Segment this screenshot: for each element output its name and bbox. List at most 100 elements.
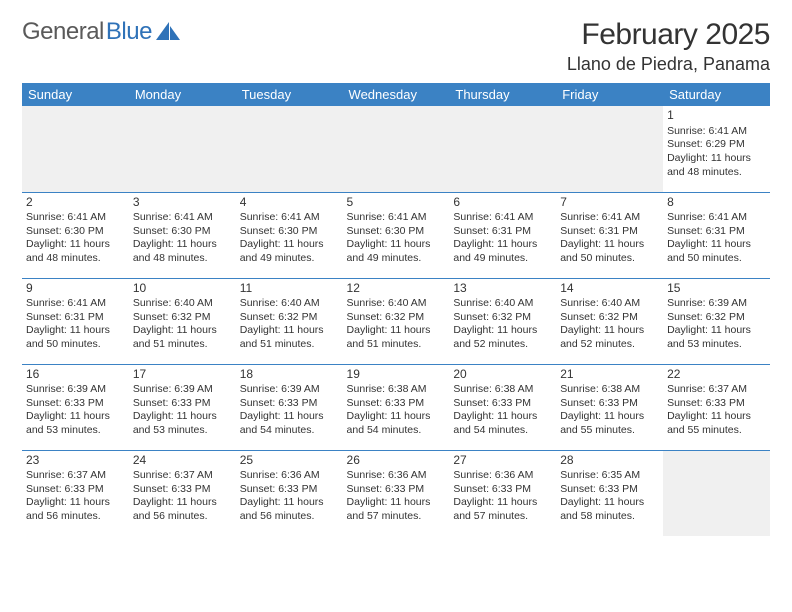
- day-number: 27: [453, 453, 552, 469]
- sunset-text: Sunset: 6:31 PM: [26, 311, 125, 325]
- sunset-text: Sunset: 6:33 PM: [26, 483, 125, 497]
- day-number: 20: [453, 367, 552, 383]
- daylight-text: Daylight: 11 hours and 49 minutes.: [240, 238, 339, 265]
- sunrise-text: Sunrise: 6:41 AM: [240, 211, 339, 225]
- daylight-text: Daylight: 11 hours and 50 minutes.: [560, 238, 659, 265]
- calendar-cell: [343, 106, 450, 192]
- day-number: 12: [347, 281, 446, 297]
- daylight-text: Daylight: 11 hours and 48 minutes.: [26, 238, 125, 265]
- calendar-cell: 27Sunrise: 6:36 AMSunset: 6:33 PMDayligh…: [449, 450, 556, 536]
- sunset-text: Sunset: 6:31 PM: [560, 225, 659, 239]
- calendar-cell: 23Sunrise: 6:37 AMSunset: 6:33 PMDayligh…: [22, 450, 129, 536]
- logo-word-general: General: [22, 18, 104, 46]
- sunset-text: Sunset: 6:33 PM: [453, 483, 552, 497]
- day-number: 17: [133, 367, 232, 383]
- calendar-row: 23Sunrise: 6:37 AMSunset: 6:33 PMDayligh…: [22, 450, 770, 536]
- title-block: February 2025 Llano de Piedra, Panama: [567, 18, 770, 75]
- day-number: 18: [240, 367, 339, 383]
- sunrise-text: Sunrise: 6:37 AM: [133, 469, 232, 483]
- calendar-cell: 17Sunrise: 6:39 AMSunset: 6:33 PMDayligh…: [129, 364, 236, 450]
- calendar-cell: 10Sunrise: 6:40 AMSunset: 6:32 PMDayligh…: [129, 278, 236, 364]
- weekday-header: Sunday: [22, 83, 129, 106]
- sunset-text: Sunset: 6:32 PM: [667, 311, 766, 325]
- sunrise-text: Sunrise: 6:40 AM: [240, 297, 339, 311]
- daylight-text: Daylight: 11 hours and 54 minutes.: [453, 410, 552, 437]
- sunset-text: Sunset: 6:31 PM: [667, 225, 766, 239]
- calendar-cell: 16Sunrise: 6:39 AMSunset: 6:33 PMDayligh…: [22, 364, 129, 450]
- sunrise-text: Sunrise: 6:36 AM: [453, 469, 552, 483]
- daylight-text: Daylight: 11 hours and 58 minutes.: [560, 496, 659, 523]
- daylight-text: Daylight: 11 hours and 57 minutes.: [453, 496, 552, 523]
- daylight-text: Daylight: 11 hours and 57 minutes.: [347, 496, 446, 523]
- day-number: 14: [560, 281, 659, 297]
- calendar-cell: 1Sunrise: 6:41 AMSunset: 6:29 PMDaylight…: [663, 106, 770, 192]
- calendar-cell: [556, 106, 663, 192]
- calendar-cell: 28Sunrise: 6:35 AMSunset: 6:33 PMDayligh…: [556, 450, 663, 536]
- sunrise-text: Sunrise: 6:38 AM: [347, 383, 446, 397]
- sunset-text: Sunset: 6:32 PM: [560, 311, 659, 325]
- day-number: 9: [26, 281, 125, 297]
- sunrise-text: Sunrise: 6:40 AM: [560, 297, 659, 311]
- calendar-cell: [449, 106, 556, 192]
- sunrise-text: Sunrise: 6:35 AM: [560, 469, 659, 483]
- day-number: 1: [667, 108, 766, 124]
- calendar-row: 2Sunrise: 6:41 AMSunset: 6:30 PMDaylight…: [22, 192, 770, 278]
- calendar-cell: 22Sunrise: 6:37 AMSunset: 6:33 PMDayligh…: [663, 364, 770, 450]
- day-number: 16: [26, 367, 125, 383]
- day-number: 22: [667, 367, 766, 383]
- calendar-cell: 20Sunrise: 6:38 AMSunset: 6:33 PMDayligh…: [449, 364, 556, 450]
- sunset-text: Sunset: 6:33 PM: [347, 397, 446, 411]
- daylight-text: Daylight: 11 hours and 51 minutes.: [347, 324, 446, 351]
- sunset-text: Sunset: 6:30 PM: [133, 225, 232, 239]
- sunrise-text: Sunrise: 6:39 AM: [667, 297, 766, 311]
- calendar-cell: 3Sunrise: 6:41 AMSunset: 6:30 PMDaylight…: [129, 192, 236, 278]
- weekday-header: Tuesday: [236, 83, 343, 106]
- sunrise-text: Sunrise: 6:41 AM: [667, 125, 766, 139]
- sunrise-text: Sunrise: 6:39 AM: [133, 383, 232, 397]
- daylight-text: Daylight: 11 hours and 56 minutes.: [26, 496, 125, 523]
- calendar-cell: 12Sunrise: 6:40 AMSunset: 6:32 PMDayligh…: [343, 278, 450, 364]
- daylight-text: Daylight: 11 hours and 56 minutes.: [240, 496, 339, 523]
- daylight-text: Daylight: 11 hours and 49 minutes.: [347, 238, 446, 265]
- weekday-header: Friday: [556, 83, 663, 106]
- sunrise-text: Sunrise: 6:39 AM: [240, 383, 339, 397]
- sunrise-text: Sunrise: 6:38 AM: [560, 383, 659, 397]
- calendar-cell: 11Sunrise: 6:40 AMSunset: 6:32 PMDayligh…: [236, 278, 343, 364]
- sunrise-text: Sunrise: 6:36 AM: [347, 469, 446, 483]
- sunset-text: Sunset: 6:33 PM: [453, 397, 552, 411]
- daylight-text: Daylight: 11 hours and 51 minutes.: [240, 324, 339, 351]
- header: GeneralBlue February 2025 Llano de Piedr…: [22, 18, 770, 75]
- logo-word-blue: Blue: [106, 18, 152, 46]
- sunrise-text: Sunrise: 6:38 AM: [453, 383, 552, 397]
- day-number: 21: [560, 367, 659, 383]
- calendar-cell: 7Sunrise: 6:41 AMSunset: 6:31 PMDaylight…: [556, 192, 663, 278]
- sunset-text: Sunset: 6:33 PM: [240, 397, 339, 411]
- calendar-cell: 2Sunrise: 6:41 AMSunset: 6:30 PMDaylight…: [22, 192, 129, 278]
- logo: GeneralBlue: [22, 18, 182, 46]
- sunrise-text: Sunrise: 6:41 AM: [560, 211, 659, 225]
- sunrise-text: Sunrise: 6:40 AM: [347, 297, 446, 311]
- sunset-text: Sunset: 6:30 PM: [347, 225, 446, 239]
- day-number: 11: [240, 281, 339, 297]
- calendar-cell: 26Sunrise: 6:36 AMSunset: 6:33 PMDayligh…: [343, 450, 450, 536]
- day-number: 25: [240, 453, 339, 469]
- calendar-cell: 19Sunrise: 6:38 AMSunset: 6:33 PMDayligh…: [343, 364, 450, 450]
- daylight-text: Daylight: 11 hours and 56 minutes.: [133, 496, 232, 523]
- sunset-text: Sunset: 6:30 PM: [240, 225, 339, 239]
- weekday-header: Wednesday: [343, 83, 450, 106]
- day-number: 4: [240, 195, 339, 211]
- sunset-text: Sunset: 6:30 PM: [26, 225, 125, 239]
- weekday-header: Thursday: [449, 83, 556, 106]
- calendar-cell: 21Sunrise: 6:38 AMSunset: 6:33 PMDayligh…: [556, 364, 663, 450]
- sunrise-text: Sunrise: 6:40 AM: [133, 297, 232, 311]
- weekday-header-row: Sunday Monday Tuesday Wednesday Thursday…: [22, 83, 770, 106]
- sunset-text: Sunset: 6:32 PM: [133, 311, 232, 325]
- daylight-text: Daylight: 11 hours and 53 minutes.: [133, 410, 232, 437]
- day-number: 5: [347, 195, 446, 211]
- day-number: 15: [667, 281, 766, 297]
- calendar-cell: 6Sunrise: 6:41 AMSunset: 6:31 PMDaylight…: [449, 192, 556, 278]
- sunset-text: Sunset: 6:33 PM: [560, 483, 659, 497]
- sunrise-text: Sunrise: 6:37 AM: [667, 383, 766, 397]
- day-number: 2: [26, 195, 125, 211]
- day-number: 26: [347, 453, 446, 469]
